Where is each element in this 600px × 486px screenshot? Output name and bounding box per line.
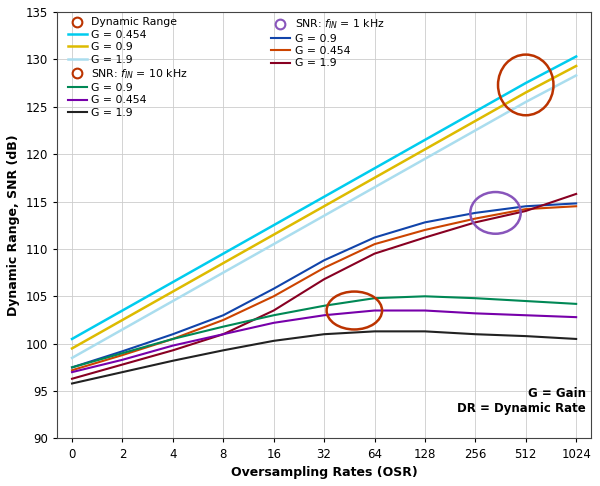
Legend: SNR: $f_{IN}$ = 1 kHz, G = 0.9, G = 0.454, G = 1.9: SNR: $f_{IN}$ = 1 kHz, G = 0.9, G = 0.45… bbox=[266, 13, 388, 72]
Text: G = Gain
DR = Dynamic Rate: G = Gain DR = Dynamic Rate bbox=[457, 387, 586, 415]
X-axis label: Oversampling Rates (OSR): Oversampling Rates (OSR) bbox=[231, 466, 418, 479]
Y-axis label: Dynamic Range, SNR (dB): Dynamic Range, SNR (dB) bbox=[7, 135, 20, 316]
